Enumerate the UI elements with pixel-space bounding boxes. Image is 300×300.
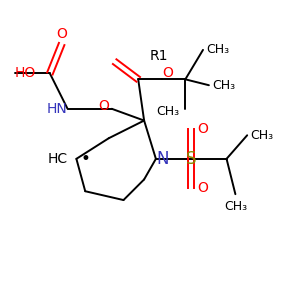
Text: •: •	[81, 150, 91, 168]
Text: S: S	[186, 150, 196, 168]
Text: O: O	[197, 181, 208, 195]
Text: R1: R1	[150, 49, 169, 63]
Text: CH₃: CH₃	[212, 79, 235, 92]
Text: CH₃: CH₃	[250, 129, 273, 142]
Text: O: O	[56, 27, 67, 41]
Text: HN: HN	[47, 102, 68, 116]
Text: CH₃: CH₃	[224, 200, 247, 213]
Text: O: O	[98, 99, 109, 113]
Text: O: O	[162, 66, 173, 80]
Text: N: N	[156, 150, 168, 168]
Text: HO: HO	[15, 66, 36, 80]
Text: HC: HC	[47, 152, 68, 166]
Text: O: O	[197, 122, 208, 136]
Text: CH₃: CH₃	[156, 105, 179, 118]
Text: CH₃: CH₃	[206, 44, 229, 56]
